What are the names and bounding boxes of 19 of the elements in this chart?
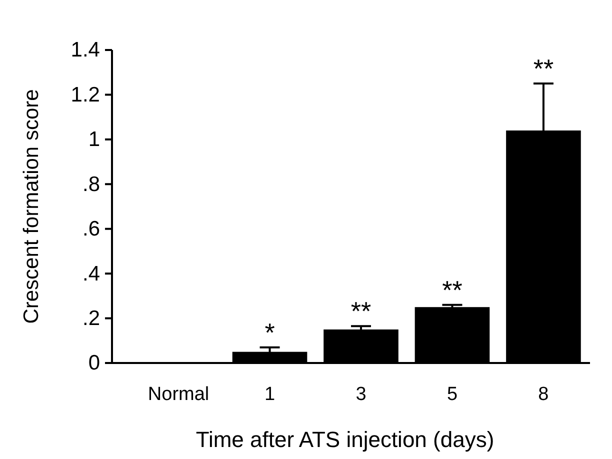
y-tick-label: 1	[88, 128, 100, 152]
y-tick-label: 1.4	[70, 38, 100, 62]
x-tick-label: 3	[356, 384, 366, 405]
x-tick-label: 1	[264, 384, 276, 405]
y-tick-label: 1.2	[70, 83, 100, 106]
y-tick-label: .6	[82, 218, 100, 241]
y-tick-label: .8	[82, 172, 100, 196]
y-tick-label: 0	[88, 352, 100, 375]
x-tick-label: 5	[446, 384, 458, 405]
annotation: **	[533, 54, 554, 84]
x-axis-title: Time after ATS injection (days)	[196, 427, 494, 452]
annotation: *	[264, 317, 275, 348]
y-axis-title: Crescent formation score	[20, 89, 43, 324]
annotation: **	[350, 296, 372, 326]
x-tick-label: 8	[538, 384, 549, 405]
y-tick-label: .4	[82, 262, 100, 286]
annotation: **	[442, 274, 462, 305]
y-tick-label: .2	[82, 307, 100, 330]
x-tick-label: Normal	[148, 384, 210, 405]
